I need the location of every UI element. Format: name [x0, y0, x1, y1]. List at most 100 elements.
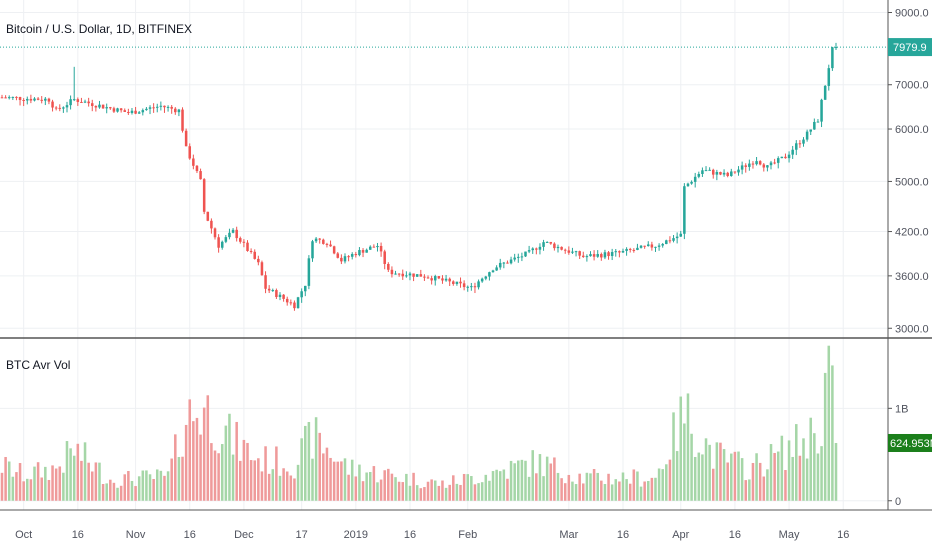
last-price-badge [888, 38, 932, 57]
candle-body [542, 242, 545, 247]
volume-bar [94, 462, 98, 501]
candle-body [755, 161, 758, 165]
candle-body [145, 108, 148, 111]
candle-body [152, 107, 155, 109]
candle-body [773, 162, 776, 164]
candle-body [628, 248, 632, 250]
volume-bar [304, 425, 307, 501]
candle-body [473, 286, 477, 288]
price-pane-title: Bitcoin / U.S. Dollar, 1D, BITFINEX [6, 22, 192, 36]
candle-body [307, 258, 311, 286]
x-tick-label: 16 [729, 529, 741, 541]
x-tick-label: 16 [184, 529, 196, 541]
volume-bar [578, 473, 581, 501]
volume-bar [495, 469, 498, 501]
candle-body [72, 99, 76, 101]
volume-bar [719, 442, 722, 501]
volume-bar [459, 484, 462, 501]
candle-body [574, 251, 578, 253]
volume-bar [798, 455, 802, 501]
candle-body [596, 254, 599, 257]
volume-bar [430, 479, 433, 501]
candle-body [708, 169, 711, 171]
candle-body [816, 121, 820, 123]
volume-bar [343, 458, 347, 501]
volume-bar [470, 476, 473, 501]
volume-bar [654, 477, 657, 501]
candle-body [433, 276, 437, 281]
volume-bar [199, 434, 202, 501]
x-tick-label: Dec [234, 529, 254, 541]
volume-bar [455, 483, 459, 501]
candle-body [495, 267, 498, 271]
candle-body [769, 162, 773, 166]
volume-bar [394, 477, 397, 501]
volume-bar [563, 483, 567, 501]
volume-bar [224, 425, 228, 501]
x-tick-label: Oct [15, 529, 32, 541]
candle-body [253, 251, 256, 259]
candle-body [477, 281, 480, 288]
candle-body [174, 108, 177, 113]
x-tick-label: Nov [126, 529, 146, 541]
candle-body [405, 275, 408, 277]
volume-bar [163, 475, 166, 501]
volume-bar [181, 456, 184, 501]
candle-body [791, 149, 794, 155]
volume-bar [116, 487, 119, 501]
candle-body [340, 257, 343, 262]
volume-bar [401, 482, 405, 501]
volume-bar [484, 474, 488, 501]
volume-bar [365, 472, 368, 501]
volume-bar [383, 470, 386, 501]
candle-body [109, 107, 112, 109]
volume-bar [170, 458, 173, 501]
candle-body [368, 246, 372, 250]
candle-body [415, 274, 419, 277]
candle-body [513, 257, 516, 260]
volume-bar [174, 434, 177, 501]
volume-bar [650, 477, 654, 501]
candle-body [15, 96, 18, 98]
volume-bar [7, 461, 11, 501]
volume-bar [448, 484, 451, 501]
x-tick-label: 17 [296, 529, 308, 541]
candle-body [116, 108, 119, 112]
volume-bar [90, 471, 94, 501]
candle-body [524, 251, 527, 257]
volume-bar [112, 482, 116, 501]
volume-tick-label: 0 [895, 496, 901, 508]
volume-bar [441, 480, 444, 501]
candle-body [105, 107, 108, 109]
volume-bar [520, 459, 524, 501]
candle-body [163, 105, 166, 108]
candle-body [4, 97, 7, 99]
candle-body [776, 158, 780, 163]
candle-body [202, 179, 206, 212]
volume-bar [267, 473, 271, 501]
volume-bar [675, 451, 679, 501]
candle-body [300, 291, 303, 298]
volume-bar [220, 444, 224, 501]
volume-bar [697, 452, 701, 501]
volume-bar [311, 458, 314, 501]
candle-body [589, 254, 592, 257]
volume-bar [29, 479, 33, 501]
candle-body [213, 228, 217, 238]
candle-body [766, 165, 769, 168]
volume-bar [350, 459, 354, 501]
candle-body [657, 245, 661, 247]
candle-body [296, 297, 300, 309]
candle-body [336, 253, 340, 258]
candle-body [343, 256, 347, 262]
candle-body [383, 251, 386, 264]
volume-bar [249, 460, 253, 501]
candle-body [33, 98, 36, 101]
candle-body [83, 101, 87, 103]
candle-body [805, 131, 809, 140]
candle-body [430, 278, 433, 281]
volume-bar [387, 468, 390, 501]
volume-bar [159, 470, 163, 501]
candle-body [419, 274, 423, 277]
volume-bar [415, 485, 419, 501]
